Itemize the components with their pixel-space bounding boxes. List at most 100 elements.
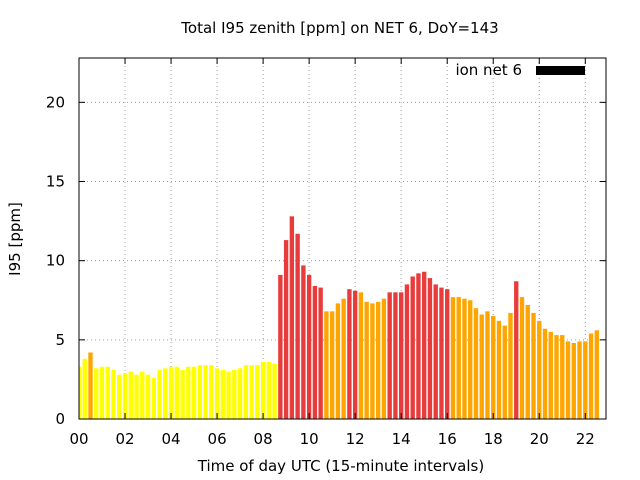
x-tick-label: 02: [115, 430, 134, 448]
bar: [341, 298, 346, 419]
bar: [439, 287, 444, 419]
legend-label: ion net 6: [455, 61, 522, 79]
bar: [289, 216, 295, 419]
bar: [197, 365, 203, 419]
plot-frame: [78, 57, 607, 420]
bar: [295, 233, 300, 419]
x-tick-label: 22: [576, 430, 595, 448]
bar: [491, 316, 496, 419]
bar: [393, 292, 398, 419]
bar: [191, 366, 197, 419]
bar: [174, 366, 179, 419]
x-tick-label: 16: [438, 430, 457, 448]
bar: [548, 331, 553, 419]
bar: [163, 368, 168, 419]
bar: [375, 301, 381, 419]
bar: [502, 325, 507, 419]
bar: [301, 265, 306, 419]
bar: [462, 298, 467, 419]
bar: [226, 371, 231, 419]
bar: [370, 303, 375, 419]
bar: [82, 358, 87, 419]
bar: [531, 312, 536, 419]
bar: [404, 284, 410, 419]
bar: [445, 289, 450, 419]
bar: [358, 292, 364, 419]
bar: [232, 369, 237, 419]
bar: [571, 343, 576, 419]
bars: [79, 216, 599, 419]
bar: [565, 341, 571, 419]
bar: [588, 333, 594, 419]
axis-ticks: [78, 58, 606, 420]
legend-swatch: [536, 66, 585, 75]
x-tick-label: 20: [530, 430, 549, 448]
bar: [324, 311, 329, 419]
bar: [128, 371, 133, 419]
bar: [554, 335, 559, 419]
bar: [122, 373, 128, 419]
x-tick-label: 10: [300, 430, 319, 448]
bar: [508, 312, 513, 419]
bar: [151, 377, 156, 419]
bar: [117, 374, 122, 419]
y-tick-label: 10: [46, 252, 65, 270]
bar: [583, 341, 588, 419]
y-tick-label: 0: [55, 410, 65, 428]
bar: [79, 366, 82, 419]
bar: [318, 287, 323, 419]
bar: [577, 341, 582, 419]
bar: [140, 371, 145, 419]
x-tick-label: 00: [69, 430, 88, 448]
bar: [220, 369, 226, 419]
y-axis-label: I95 [ppm]: [6, 202, 24, 276]
bar: [243, 365, 249, 419]
bar: [237, 368, 243, 419]
bar: [249, 365, 254, 419]
bar: [485, 311, 490, 419]
bar: [272, 363, 277, 419]
bar: [519, 297, 525, 419]
bar: [594, 330, 599, 419]
bar: [456, 297, 461, 419]
bar: [278, 274, 283, 419]
bar: [145, 374, 151, 419]
bar: [364, 301, 369, 419]
legend: ion net 6: [455, 61, 585, 79]
bar: [203, 365, 208, 419]
bar: [381, 298, 387, 419]
bar: [410, 276, 415, 419]
bar: [209, 365, 214, 419]
bar: [347, 289, 352, 419]
tick-labels: 00 02 04 06 08 10 12 14 16 18 20 22 0 5 10 15 20: [46, 93, 595, 448]
bar: [306, 274, 312, 419]
bar: [329, 311, 335, 419]
bar: [398, 292, 404, 419]
bar: [468, 300, 473, 419]
bar: [422, 271, 427, 419]
x-axis-label: Time of day UTC (15-minute intervals): [197, 457, 484, 475]
y-tick-label: 5: [55, 331, 65, 349]
bar: [168, 366, 174, 419]
bar: [260, 362, 266, 419]
bar: [514, 281, 519, 419]
bar: [180, 369, 185, 419]
bar: [433, 284, 438, 419]
x-tick-label: 04: [162, 430, 181, 448]
bar: [134, 374, 139, 419]
bar: [352, 290, 358, 419]
bar: [312, 286, 318, 419]
bar: [525, 305, 530, 419]
bar: [427, 278, 433, 419]
bar: [473, 308, 479, 419]
x-tick-label: 08: [254, 430, 273, 448]
bar: [214, 368, 220, 419]
x-tick-label: 18: [484, 430, 503, 448]
bar: [111, 369, 116, 419]
bar: [479, 314, 484, 419]
bar: [266, 362, 272, 419]
bar: [542, 328, 548, 419]
bar: [450, 297, 456, 419]
y-tick-label: 15: [46, 173, 65, 191]
